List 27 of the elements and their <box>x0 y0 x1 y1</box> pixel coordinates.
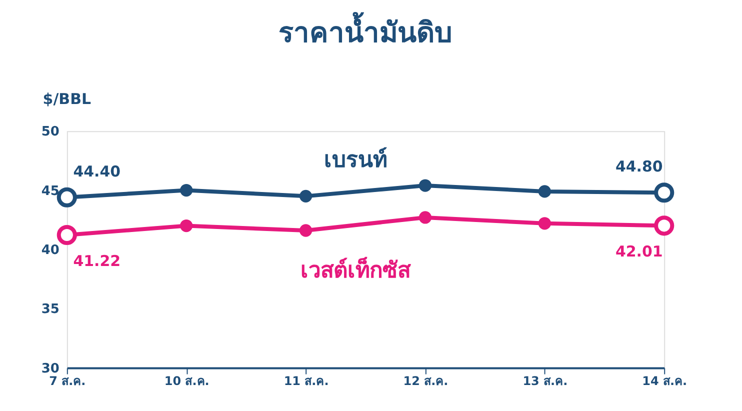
series-label: เวสต์เท็กซัส <box>300 255 412 284</box>
x-tick-label: 11 ส.ค. <box>284 374 329 388</box>
x-tick-label: 10 ส.ค. <box>164 374 210 388</box>
point <box>538 217 551 230</box>
y-tick-label: 45 <box>41 184 60 199</box>
y-tick-label: 50 <box>41 124 60 140</box>
series-label: เบรนท์ <box>324 147 388 174</box>
x-tick-label: 7 ส.ค. <box>49 374 86 388</box>
y-tick-label: 35 <box>41 302 60 318</box>
data-label: 44.40 <box>73 162 121 180</box>
chart-title: ราคาน้ำมันดิบ <box>278 11 453 50</box>
y-tick-label: 30 <box>41 361 60 376</box>
data-label: 42.01 <box>615 242 663 261</box>
point <box>418 179 432 192</box>
x-tick-label: 14 ส.ค. <box>642 374 688 388</box>
point <box>538 185 551 198</box>
point <box>299 224 312 237</box>
point <box>418 211 432 224</box>
y-axis-title: $/BBL <box>42 90 92 108</box>
x-tick-label: 12 ส.ค. <box>403 374 448 388</box>
data-label: 44.80 <box>615 158 663 176</box>
y-tick-label: 40 <box>41 242 60 258</box>
point <box>180 184 193 197</box>
data-label: 41.22 <box>73 252 121 270</box>
x-tick-label: 13 ส.ค. <box>522 374 568 388</box>
point <box>180 219 193 232</box>
point <box>299 190 312 202</box>
